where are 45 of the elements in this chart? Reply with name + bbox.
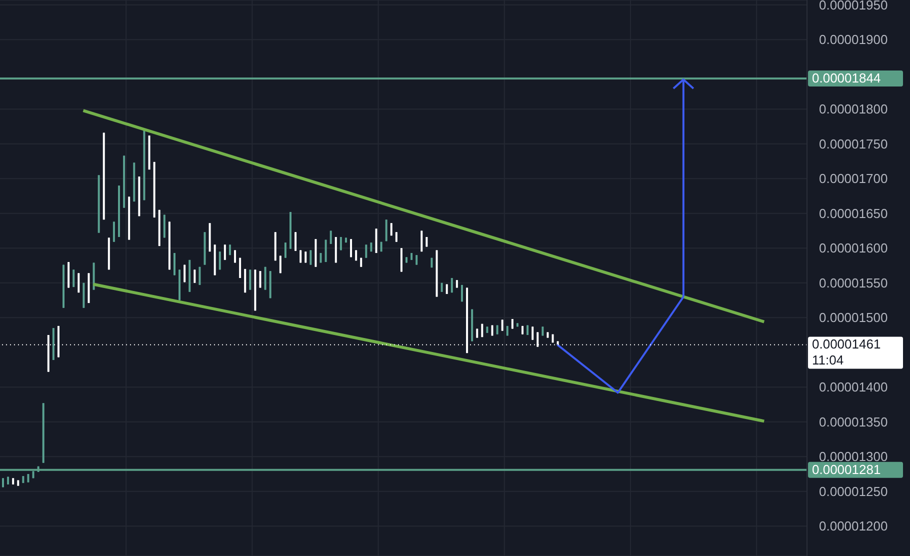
candlestick	[385, 219, 388, 242]
candlestick	[198, 266, 201, 286]
candlestick	[501, 319, 504, 332]
y-tick-label: 0.00001700	[819, 171, 888, 186]
candlestick	[310, 250, 312, 266]
y-tick-label: 0.00001650	[819, 206, 888, 221]
candlestick	[300, 250, 302, 264]
candlestick	[72, 269, 75, 288]
candlestick	[284, 242, 286, 258]
candlestick	[400, 248, 402, 272]
y-tick-label: 0.00001350	[819, 414, 888, 430]
candlestick	[264, 266, 266, 290]
y-tick-label: 0.00001900	[819, 32, 888, 48]
candlestick	[420, 230, 423, 252]
ref-line-label: 0.00001844	[812, 70, 881, 86]
y-tick-label: 0.00001400	[819, 380, 888, 395]
y-tick-label: 0.00001550	[819, 275, 888, 290]
candlestick	[294, 232, 297, 252]
candlestick	[365, 244, 368, 258]
candlestick	[532, 326, 534, 340]
candlestick	[249, 269, 252, 290]
y-tick-label: 0.00001300	[819, 449, 888, 464]
y-tick-label: 0.00001800	[819, 102, 888, 117]
candlestick	[416, 254, 418, 266]
candlestick	[259, 270, 262, 288]
text: 11:04	[812, 352, 844, 368]
candlestick	[224, 244, 226, 260]
candlestick	[78, 272, 80, 294]
candlestick	[395, 232, 398, 242]
candlestick	[350, 238, 352, 258]
candlestick	[330, 230, 332, 244]
candlestick	[194, 269, 196, 284]
candlestick	[450, 278, 453, 294]
y-tick-label: 0.00001750	[819, 136, 888, 152]
ref-line-label: 0.00001281	[812, 462, 881, 477]
candlestick	[476, 328, 478, 338]
y-tick-label: 0.00001950	[819, 0, 888, 12]
candlestick	[390, 222, 392, 236]
candlestick	[218, 251, 221, 270]
y-tick-label: 0.00001200	[819, 518, 888, 534]
ref-line-label: 0.00001461	[812, 336, 881, 352]
y-tick-label: 0.00001500	[819, 310, 888, 326]
y-tick-label: 0.00001250	[819, 484, 888, 499]
candlestick	[112, 221, 115, 242]
y-tick-label: 0.00001600	[819, 240, 888, 256]
